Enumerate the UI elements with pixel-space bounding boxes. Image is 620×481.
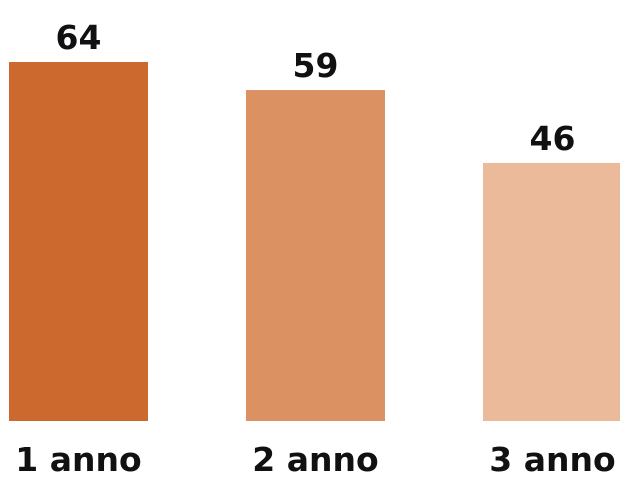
bar-3 <box>483 162 620 421</box>
value-label-3: 46 <box>530 119 576 158</box>
bar-1 <box>9 62 148 421</box>
value-labels-group: 64 59 46 <box>56 18 576 158</box>
bar-2 <box>246 90 385 421</box>
value-label-1: 64 <box>56 18 102 57</box>
value-label-2: 59 <box>293 46 339 85</box>
category-label-3: 3 anno <box>489 440 615 479</box>
category-label-1: 1 anno <box>15 440 141 479</box>
bars-group <box>9 62 620 421</box>
category-label-2: 2 anno <box>252 440 378 479</box>
category-labels-group: 1 anno 2 anno 3 anno <box>15 440 615 479</box>
